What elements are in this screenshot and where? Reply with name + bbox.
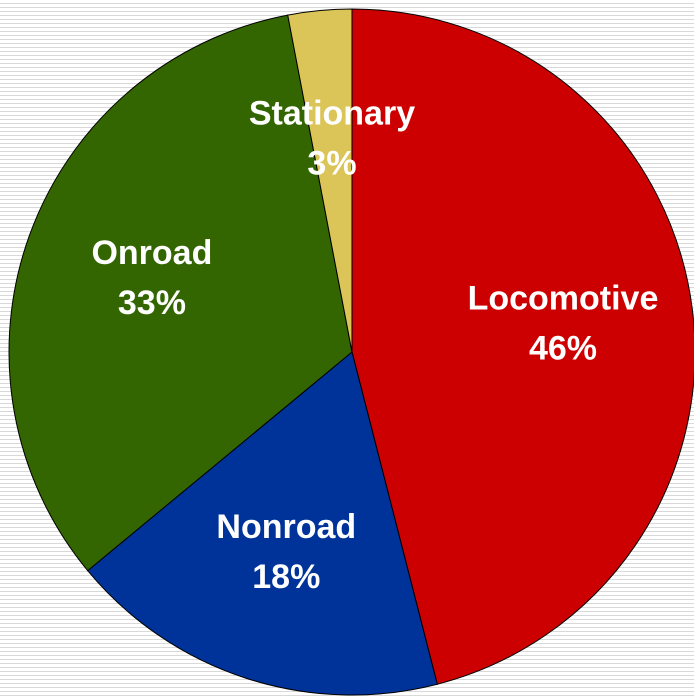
pie-slice <box>8 14 353 572</box>
slice-label: Nonroad <box>216 508 356 546</box>
slice-label: Onroad <box>91 234 212 272</box>
slice-value-label: 18% <box>252 558 320 596</box>
pie-slice <box>287 8 353 353</box>
slice-value-label: 3% <box>307 144 356 182</box>
pie-slice <box>351 8 694 685</box>
slice-value-label: 33% <box>118 284 186 322</box>
slice-label: Stationary <box>249 94 415 132</box>
slice-value-label: 46% <box>529 329 597 367</box>
slice-label: Locomotive <box>468 279 659 317</box>
pie-slice <box>87 351 438 696</box>
